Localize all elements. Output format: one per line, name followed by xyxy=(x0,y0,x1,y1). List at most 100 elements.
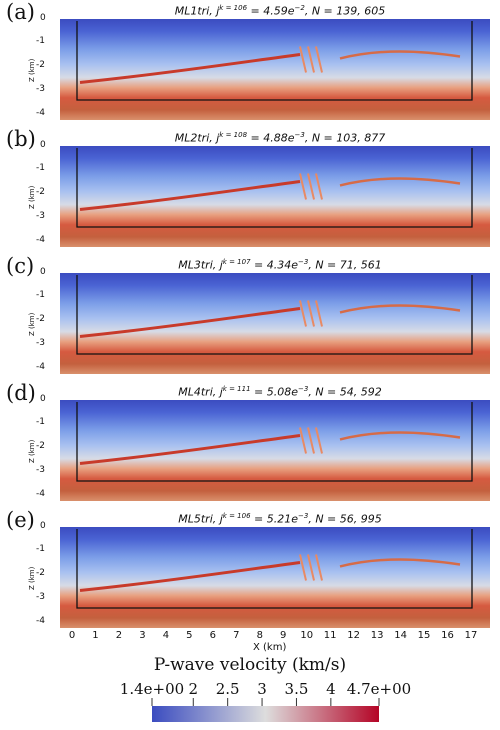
panel-e: (e) ML5tri, jk = 106 = 5.21e−3, N = 56, 9… xyxy=(0,508,500,634)
x-tick-label: 11 xyxy=(323,630,337,641)
panel-title: ML3tri, jk = 107 = 4.34e−3, N = 71, 561 xyxy=(60,258,500,272)
z-tick-label: 0 xyxy=(40,394,46,404)
z-tick-label: -3 xyxy=(36,465,45,475)
colorbar-tick-label: 3.5 xyxy=(284,680,309,698)
title-iteration: k = 108 xyxy=(219,131,248,139)
title-misfit-exponent: −3 xyxy=(298,258,309,266)
z-tick-label: -1 xyxy=(36,544,45,554)
colorbar xyxy=(151,698,380,722)
z-tick-label: -1 xyxy=(36,163,45,173)
x-tick-label: 14 xyxy=(394,630,407,641)
colorbar-tick-label: 4 xyxy=(326,680,336,698)
fault-structure xyxy=(315,300,323,327)
colorbar-gradient xyxy=(152,706,379,722)
title-node-count: , N = 139, 605 xyxy=(304,4,386,18)
title-method: ML1tri, j xyxy=(174,4,220,18)
velocity-field xyxy=(60,527,490,628)
fault-structure xyxy=(299,300,307,327)
panel-title: ML5tri, jk = 106 = 5.21e−3, N = 56, 995 xyxy=(60,512,500,526)
panel-a: (a) ML1tri, jk = 106 = 4.59e−2, N = 139, … xyxy=(0,0,500,126)
colorbar-title: P-wave velocity (km/s) xyxy=(153,655,347,675)
target-region-outline xyxy=(76,21,473,101)
panel-b: (b) ML2tri, jk = 108 = 4.88e−3, N = 103, … xyxy=(0,127,500,253)
fault-structure xyxy=(315,46,323,73)
panel-letter: (b) xyxy=(6,127,36,151)
x-axis-label: X (km) xyxy=(253,642,287,653)
z-tick-label: -4 xyxy=(36,489,45,499)
x-tick-label: 6 xyxy=(209,630,216,641)
title-misfit: = 4.88e xyxy=(247,131,295,145)
reflector xyxy=(79,560,301,592)
title-iteration: k = 107 xyxy=(222,258,251,266)
z-tick-label: -1 xyxy=(36,417,45,427)
panel-letter: (c) xyxy=(6,254,35,278)
fault-structure xyxy=(299,554,307,581)
colorbar-tick-label: 2 xyxy=(188,680,199,698)
x-tick-label: 13 xyxy=(370,630,384,641)
fault-structure xyxy=(315,173,323,200)
x-tick-label: 7 xyxy=(233,630,240,641)
target-region-outline xyxy=(76,275,473,355)
x-tick-label: 2 xyxy=(115,630,123,641)
z-axis-label: Z (km) xyxy=(28,58,36,82)
colorbar-tick-label: 1.4e+00 xyxy=(119,680,185,698)
panel-d: (d) ML4tri, jk = 111 = 5.08e−3, N = 54, 5… xyxy=(0,381,500,507)
title-node-count: , N = 71, 561 xyxy=(308,258,382,272)
colorbar-tick-label: 3 xyxy=(257,680,267,698)
title-node-count: , N = 103, 877 xyxy=(304,131,386,145)
title-misfit-exponent: −3 xyxy=(298,512,309,520)
title-iteration: k = 106 xyxy=(222,512,251,520)
z-axis-label: Z (km) xyxy=(28,185,36,209)
z-tick-label: -2 xyxy=(36,314,45,324)
x-tick-label: 5 xyxy=(186,630,193,641)
reflector xyxy=(79,433,301,465)
velocity-model-plot xyxy=(60,400,490,501)
panel-title: ML1tri, jk = 106 = 4.59e−2, N = 139, 605 xyxy=(60,4,500,18)
reflector xyxy=(339,558,461,568)
title-method: ML3tri, j xyxy=(178,258,223,272)
title-method: ML5tri, j xyxy=(178,512,223,526)
z-tick-label: 0 xyxy=(40,140,46,150)
title-iteration: k = 106 xyxy=(219,4,248,12)
z-tick-label: -4 xyxy=(36,235,45,245)
reflector xyxy=(339,304,461,314)
z-axis-label: Z (km) xyxy=(28,312,36,336)
reflector xyxy=(79,306,301,338)
x-tick-label: 0 xyxy=(68,630,76,641)
title-method: ML4tri, j xyxy=(178,385,223,399)
target-region-outline xyxy=(76,529,473,609)
colorbar-tick-label: 2.5 xyxy=(215,680,240,698)
velocity-field xyxy=(60,400,490,501)
title-method: ML2tri, j xyxy=(174,131,220,145)
target-region-outline xyxy=(76,148,473,228)
panel-letter: (a) xyxy=(6,0,35,24)
x-tick-label: 10 xyxy=(300,630,314,641)
fault-structure xyxy=(307,554,315,581)
z-tick-label: -1 xyxy=(36,36,45,46)
reflector xyxy=(339,431,461,441)
velocity-model-plot xyxy=(60,19,490,120)
panel-title: ML4tri, jk = 111 = 5.08e−3, N = 54, 592 xyxy=(60,385,500,399)
title-misfit-exponent: −3 xyxy=(294,131,305,139)
title-misfit: = 4.59e xyxy=(247,4,295,18)
z-tick-label: -3 xyxy=(36,211,45,221)
title-misfit-exponent: −2 xyxy=(294,4,305,12)
velocity-model-plot xyxy=(60,273,490,374)
fault-structure xyxy=(315,554,323,581)
reflector xyxy=(79,52,301,84)
panel-c: (c) ML3tri, jk = 107 = 4.34e−3, N = 71, 5… xyxy=(0,254,500,380)
z-axis-label: Z (km) xyxy=(28,566,36,590)
z-tick-label: 0 xyxy=(40,267,46,277)
title-misfit: = 5.21e xyxy=(250,512,299,526)
panel-letter: (d) xyxy=(6,381,36,405)
panel-title: ML2tri, jk = 108 = 4.88e−3, N = 103, 877 xyxy=(60,131,500,145)
z-tick-label: -1 xyxy=(36,290,45,300)
z-tick-label: -4 xyxy=(36,362,45,372)
x-tick-label: 12 xyxy=(347,630,361,641)
reflector xyxy=(79,179,301,211)
colorbar-tick-label: 4.7e+00 xyxy=(346,680,412,698)
fault-structure xyxy=(307,46,315,73)
z-tick-label: -3 xyxy=(36,592,45,602)
z-tick-label: -2 xyxy=(36,441,45,451)
velocity-model-plot xyxy=(60,146,490,247)
